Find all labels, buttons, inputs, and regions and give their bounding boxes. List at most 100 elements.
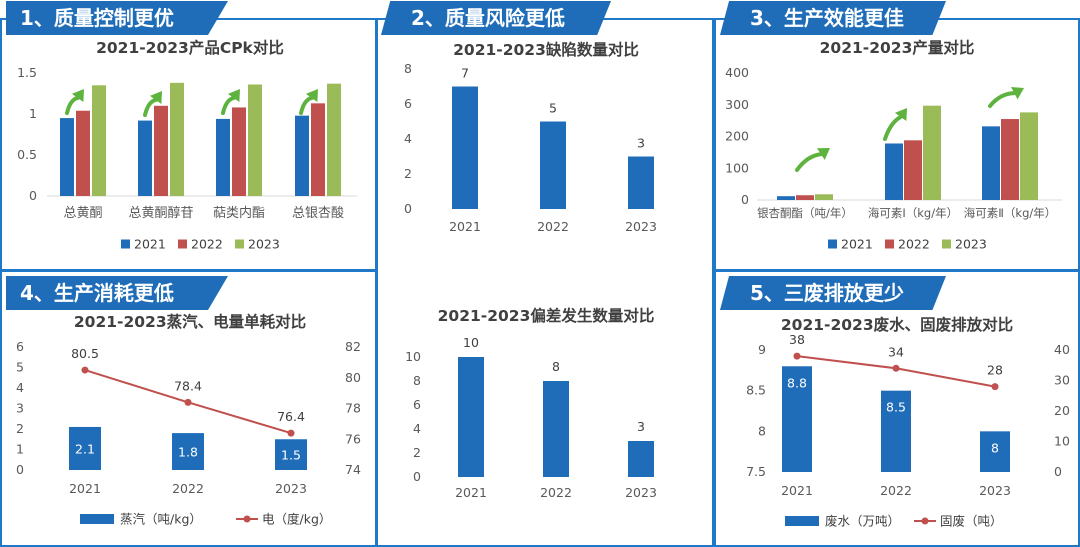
bar-output-2021 [777, 196, 795, 200]
x-tick-label: 银杏酮酯（吨/年） [757, 206, 853, 220]
x-tick-label: 2023 [625, 485, 657, 500]
bar-cpk-2021 [138, 120, 152, 196]
chart-title-consumption: 2021-2023蒸汽、电量单耗对比 [73, 313, 307, 331]
trend-arrow-icon [795, 152, 823, 172]
y-tick-label: 100 [725, 160, 749, 175]
bar-output-2021 [885, 143, 903, 200]
x-tick-label: 2022 [880, 483, 912, 498]
x-tick-label: 2022 [540, 485, 572, 500]
panel-consumption [0, 270, 377, 547]
trend-arrow-icon [65, 95, 80, 115]
data-label: 3 [637, 136, 645, 151]
legend-line-marker [921, 517, 929, 525]
section-banner-1: 1、质量控制更优 [6, 1, 228, 35]
bar-cpk-2023 [170, 82, 184, 196]
y-tick-label: 2 [413, 445, 421, 460]
x-tick-label: 2022 [537, 219, 569, 234]
point-electricity [81, 366, 89, 374]
y-tick-label: 6 [16, 339, 24, 354]
y2-tick-label: 0 [1054, 464, 1062, 479]
legend-swatch [828, 239, 837, 249]
bar-cpk-2023 [248, 84, 262, 196]
y-tick-label: 8.5 [746, 383, 766, 398]
x-tick-label: 2023 [275, 481, 307, 496]
section-banner-2: 2、质量风险更低 [381, 1, 611, 35]
bar-deviations [628, 441, 654, 477]
y-tick-label: 0 [404, 201, 412, 216]
point-electricity [287, 429, 295, 437]
y-tick-label: 8 [758, 423, 766, 438]
line-data-label: 76.4 [277, 409, 305, 424]
section-banner-3: 3、生产效能更佳 [720, 1, 946, 35]
bar-defects [540, 121, 566, 209]
data-label: 7 [461, 66, 469, 81]
y-tick-label: 7.5 [746, 464, 766, 479]
bar-cpk-2021 [216, 118, 230, 196]
y-tick-label: 4 [413, 421, 421, 436]
y-tick-label: 4 [404, 131, 412, 146]
point-solid-waste [991, 383, 999, 391]
trend-arrow-icon [305, 89, 318, 103]
trend-arrow-icon [894, 108, 907, 122]
bar-output-2023 [815, 194, 833, 200]
point-electricity [184, 398, 192, 406]
y2-tick-label: 76 [345, 431, 361, 446]
y-tick-label: 2 [404, 166, 412, 181]
bar-wastewater [980, 431, 1010, 472]
y-tick-label: 0 [741, 192, 749, 207]
y2-tick-label: 80 [345, 370, 361, 385]
bar-cpk-2022 [232, 107, 246, 196]
y2-tick-label: 78 [345, 401, 361, 416]
y-tick-label: 400 [725, 65, 749, 80]
y-tick-label: 4 [16, 380, 24, 395]
bar-cpk-2022 [311, 103, 325, 196]
legend-label: 2021 [134, 237, 166, 252]
bar-deviations [458, 357, 484, 477]
legend-line-marker [243, 515, 251, 523]
bar-data-label: 1.5 [281, 448, 301, 463]
bar-cpk-2022 [154, 105, 168, 196]
data-label: 10 [463, 335, 479, 350]
y-tick-label: 8 [404, 61, 412, 76]
y-tick-label: 8 [413, 373, 421, 388]
legend-swatch [121, 239, 130, 249]
x-tick-label: 总银杏酸 [292, 206, 344, 221]
line-data-label: 38 [789, 332, 805, 347]
legend-label: 固废（吨） [940, 514, 1003, 529]
y-tick-label: 1.5 [17, 65, 37, 80]
bar-data-label: 8 [991, 440, 999, 455]
point-solid-waste [793, 352, 801, 360]
y-tick-label: 6 [404, 96, 412, 111]
y-tick-label: 0 [29, 188, 37, 203]
bar-output-2021 [982, 126, 1000, 200]
legend-label: 电（度/kg） [262, 512, 331, 527]
trend-arrow-icon [299, 95, 314, 115]
data-label: 8 [552, 359, 560, 374]
x-tick-label: 2021 [449, 219, 481, 234]
line-data-label: 78.4 [174, 378, 202, 393]
legend-label: 废水（万吨） [825, 514, 900, 529]
legend-label: 2023 [248, 237, 280, 252]
trend-arrow-icon [143, 97, 158, 117]
legend-swatch [80, 514, 114, 524]
trend-arrow-icon [883, 114, 903, 141]
bar-cpk-2023 [92, 85, 106, 196]
y2-tick-label: 10 [1054, 434, 1070, 449]
legend-swatch [785, 516, 819, 526]
x-tick-label: 海可素Ⅱ（kg/年） [964, 206, 1057, 220]
bar-defects [452, 86, 478, 209]
bar-steam [275, 439, 307, 470]
bar-output-2023 [1020, 112, 1038, 200]
legend-label: 蒸汽（吨/kg） [120, 512, 202, 527]
y-tick-label: 1 [16, 442, 24, 457]
bar-wastewater [881, 390, 911, 472]
bar-output-2022 [796, 195, 814, 200]
x-tick-label: 2023 [625, 219, 657, 234]
bar-deviations [543, 381, 569, 477]
chart-title-waste: 2021-2023废水、固废排放对比 [780, 316, 1014, 334]
y-tick-label: 0.5 [17, 147, 37, 162]
y2-tick-label: 74 [345, 462, 361, 477]
bar-cpk-2022 [76, 110, 90, 196]
bar-cpk-2021 [60, 118, 74, 196]
